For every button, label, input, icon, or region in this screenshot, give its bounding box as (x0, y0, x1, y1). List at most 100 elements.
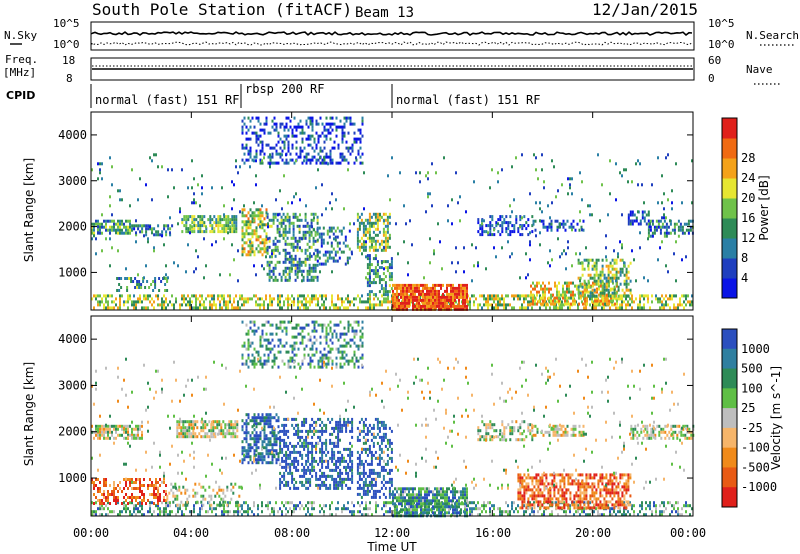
echo-cell (406, 307, 408, 311)
echo-cell (621, 300, 623, 304)
echo-cell (257, 303, 259, 307)
echo-cell (513, 306, 515, 310)
echo-cell (249, 458, 252, 462)
echo-cell (143, 224, 146, 228)
echo-cell (585, 501, 587, 505)
echo-cell (137, 300, 139, 304)
echo-cell (217, 230, 220, 234)
echo-cell (464, 289, 466, 293)
echo-cell (329, 155, 332, 159)
echo-cell (103, 478, 105, 481)
echo-cell (581, 282, 584, 286)
echo-cell (197, 215, 200, 219)
echo-cell (226, 429, 229, 433)
echo-cell (540, 302, 542, 306)
echo-cell (109, 228, 111, 232)
echo-cell (313, 137, 316, 141)
echo-cell (539, 294, 541, 298)
echo-cell (356, 242, 359, 246)
echo-cell (151, 493, 153, 496)
echo-cell (567, 177, 569, 181)
echo-cell (219, 306, 221, 310)
echo-cell (133, 300, 135, 304)
echo-cell (321, 131, 324, 135)
echo-cell (149, 510, 151, 514)
echo-cell (176, 435, 179, 439)
echo-cell (366, 221, 369, 225)
echo-cell (213, 300, 215, 304)
echo-cell (595, 507, 597, 511)
echo-cell (201, 294, 203, 298)
echo-cell (255, 419, 258, 423)
echo-cell (137, 433, 139, 437)
echo-cell (321, 122, 324, 126)
echo-cell (606, 281, 608, 285)
echo-cell (579, 282, 582, 286)
echo-cell (525, 294, 527, 298)
echo-cell (167, 195, 169, 199)
echo-cell (521, 233, 524, 237)
echo-cell (235, 306, 237, 310)
echo-cell (288, 218, 291, 222)
echo-cell (606, 293, 608, 297)
echo-cell (93, 502, 95, 505)
echo-cell (290, 245, 293, 249)
echo-cell (191, 186, 193, 190)
echo-cell (675, 501, 677, 505)
echo-cell (651, 222, 654, 226)
echo-cell (285, 480, 288, 484)
echo-cell (677, 303, 679, 307)
echo-cell (594, 299, 596, 303)
echo-cell (149, 493, 151, 496)
echo-cell (677, 513, 679, 517)
echo-cell (212, 435, 215, 439)
echo-cell (363, 207, 365, 211)
echo-cell (135, 507, 137, 511)
echo-cell (387, 297, 389, 301)
echo-cell (275, 452, 278, 456)
echo-cell (611, 258, 614, 262)
echo-cell (387, 300, 389, 304)
echo-cell (651, 183, 653, 187)
echo-cell (625, 306, 627, 310)
echo-cell (180, 420, 183, 424)
echo-cell (268, 236, 271, 240)
echo-cell (454, 307, 456, 311)
echo-cell (263, 156, 265, 160)
echo-cell (398, 283, 400, 287)
echo-cell (278, 239, 281, 243)
echo-cell (129, 294, 131, 298)
echo-cell (549, 306, 551, 310)
echo-cell (178, 432, 181, 436)
echo-cell (249, 434, 252, 438)
echo-cell (685, 504, 687, 508)
echo-cell (489, 501, 491, 505)
echo-cell (442, 301, 444, 305)
echo-cell (266, 215, 269, 219)
echo-cell (604, 302, 606, 306)
echo-cell (285, 513, 287, 517)
echo-cell (207, 294, 209, 298)
echo-cell (304, 212, 307, 216)
echo-cell (343, 131, 346, 135)
echo-cell (436, 298, 438, 302)
echo-cell (347, 306, 349, 310)
echo-cell (404, 289, 406, 293)
echo-cell (485, 224, 488, 228)
echo-cell (167, 504, 169, 508)
freq-tick-top: 18 (62, 54, 75, 67)
echo-cell (141, 490, 143, 493)
echo-cell (319, 146, 322, 150)
echo-cell (291, 134, 294, 138)
noise-panel-frame (90, 21, 695, 51)
echo-cell (305, 429, 308, 433)
echo-cell (309, 116, 312, 120)
echo-cell (671, 294, 673, 298)
echo-cell (601, 258, 604, 262)
echo-cell (307, 306, 309, 310)
echo-cell (321, 294, 323, 298)
echo-cell (113, 487, 115, 490)
echo-cell (332, 247, 335, 251)
echo-cell (611, 507, 613, 511)
echo-cell (201, 218, 204, 222)
